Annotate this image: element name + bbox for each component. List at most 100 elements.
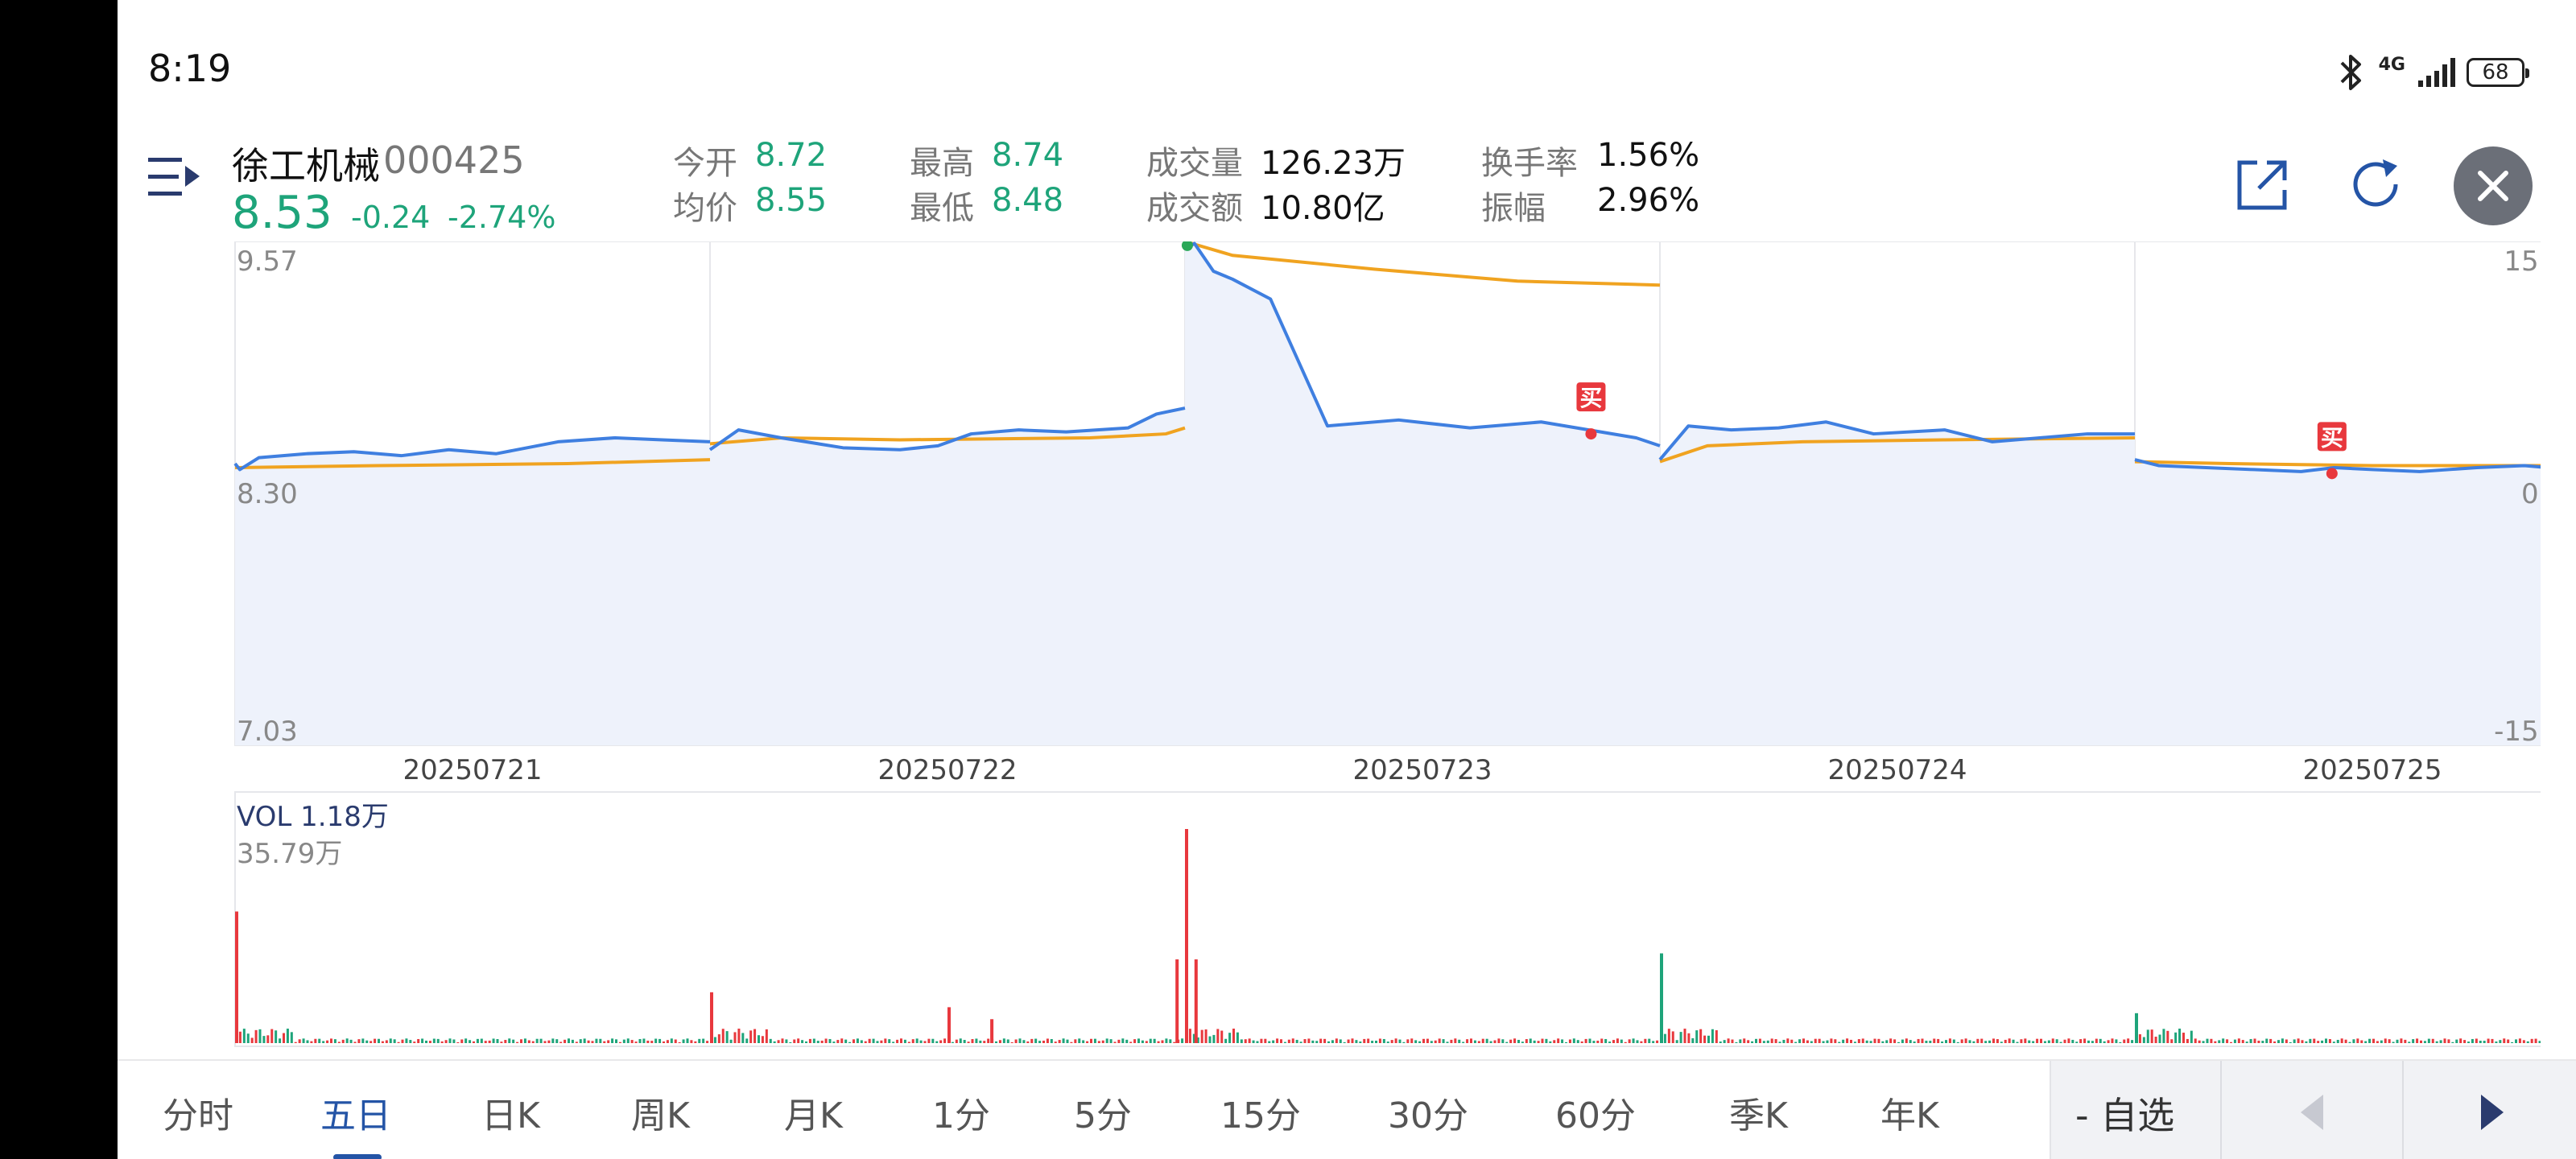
close-button[interactable] [2454,146,2533,225]
tab-1[interactable]: 五日 [320,1095,391,1136]
tab-10[interactable]: 季K [1729,1095,1788,1136]
volume-plot-frame [234,791,2541,1047]
volume-bar [1830,1038,1833,1043]
volume-bar [1798,1039,1802,1043]
add-watchlist-button[interactable]: - 自选 [2075,1094,2175,1137]
volume-bar [2004,1039,2007,1043]
share-icon[interactable] [2235,158,2289,212]
volume-bar [1489,1041,1492,1043]
volume-bar [2273,1041,2277,1043]
prev-arrow-icon[interactable] [2299,1093,2326,1132]
volume-bar [1576,1040,1579,1043]
volume-bar [670,1038,673,1043]
volume-bar [318,1038,321,1043]
volume-bar [1616,1038,1619,1043]
tab-0[interactable]: 分时 [163,1095,233,1136]
volume-bar [2388,1039,2391,1043]
volume-bar [1216,1029,1220,1043]
volume-bar [2538,1041,2541,1043]
volume-bar [2000,1041,2003,1043]
volume-bar [1022,1040,1026,1043]
tab-7[interactable]: 15分 [1220,1095,1301,1136]
volume-bar [1790,1039,1794,1043]
volume-bar [535,1038,539,1043]
volume-bar [753,1029,757,1043]
volume-bar [1078,1038,1081,1043]
date-label-1: 20250722 [877,754,1017,786]
volume-spike-0 [235,911,238,1043]
volume-bar [1739,1039,1742,1043]
volume-spike-6 [1194,959,1198,1043]
volume-bar [729,1039,733,1043]
volume-bar [1347,1039,1350,1043]
volume-bar [2170,1039,2174,1043]
price-area-day-2 [1185,243,1660,745]
volume-bar [1826,1040,1829,1043]
volume-bar [2186,1038,2189,1043]
period-tabs: - 自选 分时 五日 日K 周K 月K 1分 5分 15分 30分 60分 季K 年K [118,1059,2576,1159]
volume-bar [341,1039,345,1043]
volume-bar [440,1041,444,1043]
volume-bar [1608,1041,1612,1043]
volume-bar [658,1038,662,1043]
tab-11[interactable]: 年K [1880,1095,1939,1136]
tab-4[interactable]: 月K [784,1095,843,1136]
avg-label: 均价 [673,190,737,227]
volume-label: VOL 1.18万 [237,801,389,833]
volume-bar [266,1035,270,1043]
volume-bar [1090,1038,1092,1043]
volume-bar [1446,1041,1449,1043]
volume-bar [473,1041,475,1043]
volume-bar [1501,1039,1505,1043]
volume-bar [1509,1039,1513,1043]
tab-6[interactable]: 5分 [1074,1095,1132,1136]
next-arrow-icon[interactable] [2478,1093,2505,1132]
volume-bar [1992,1038,1995,1043]
volume-bar [1410,1038,1414,1043]
volume-bar [892,1041,895,1043]
volume-bar [896,1039,899,1043]
tab-3[interactable]: 周K [631,1095,690,1136]
volume-bar [1838,1041,1841,1043]
volume-bar [884,1038,887,1043]
tab-5[interactable]: 1分 [932,1095,990,1136]
volume-bar [579,1039,582,1043]
menu-icon[interactable] [148,155,201,200]
volume-bar [242,1029,246,1043]
tab-9[interactable]: 60分 [1555,1095,1636,1136]
volume-bar [2530,1038,2533,1043]
volume-bar [911,1039,914,1043]
volume-bar [888,1039,891,1043]
volume-bar [1834,1039,1837,1043]
volume-bar [353,1041,357,1043]
volume-bar [1865,1040,1868,1043]
volume-bar [943,1038,947,1043]
volume-bar [793,1039,796,1043]
volume-bar [2503,1038,2506,1043]
volume-bar [983,1041,986,1043]
volume-bar [1402,1041,1406,1043]
volume-bar [1636,1040,1639,1043]
tab-2[interactable]: 日K [481,1095,540,1136]
volume-bar [907,1041,910,1043]
avg-line-day-4 [2134,460,2541,468]
volume-bar [1204,1029,1208,1043]
refresh-icon[interactable] [2347,156,2404,212]
volume-bar [650,1041,654,1043]
volume-bar [2289,1041,2292,1043]
volume-bar [314,1038,317,1043]
volume-bar [646,1040,650,1043]
volume-bar [1181,1038,1184,1043]
volume-bar [979,1040,982,1043]
volume-bar [1909,1040,1912,1043]
volume-bar [2317,1041,2320,1043]
volume-bar [737,1029,741,1043]
tab-8[interactable]: 30分 [1388,1095,1468,1136]
volume-bar [2336,1039,2339,1043]
volume-bar [333,1039,336,1043]
volume-bar [1517,1039,1520,1043]
volume-bar [345,1038,349,1043]
volume-bar [745,1038,749,1043]
volume-bar [630,1040,634,1043]
volume-bar [706,1041,709,1043]
